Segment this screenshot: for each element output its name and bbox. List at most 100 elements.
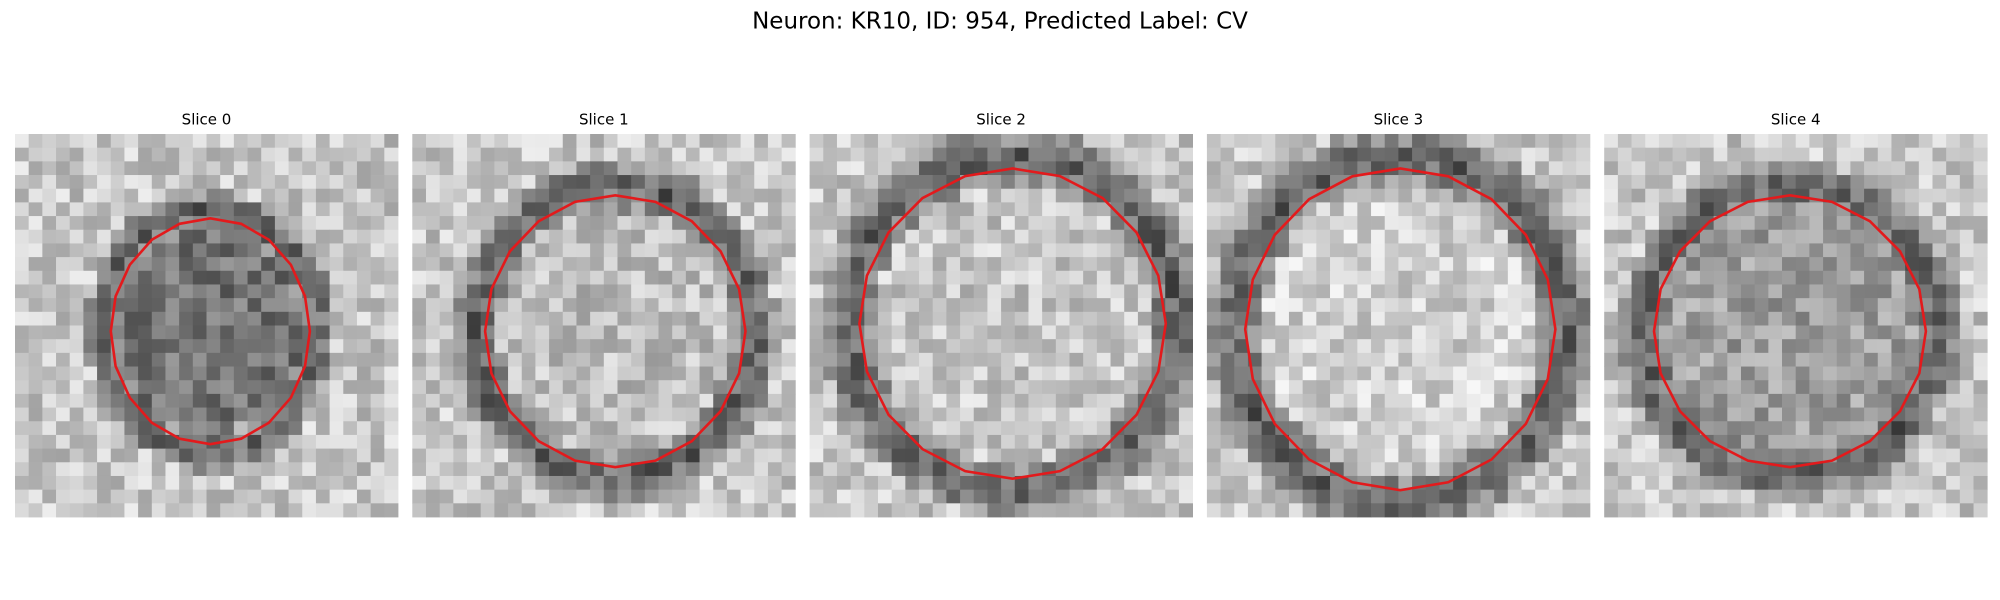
- pixel: [1946, 202, 1961, 217]
- pixel: [1165, 257, 1180, 272]
- pixel: [1521, 503, 1536, 518]
- pixel: [1617, 475, 1632, 491]
- pixel: [987, 407, 1002, 422]
- pixel: [713, 175, 728, 190]
- pixel: [1206, 339, 1221, 354]
- pixel: [1042, 380, 1057, 395]
- pixel: [1604, 243, 1619, 258]
- pixel: [165, 284, 180, 299]
- pixel: [384, 134, 399, 149]
- pixel: [1001, 503, 1016, 518]
- pixel: [356, 188, 372, 203]
- pixel: [740, 257, 755, 272]
- pixel: [685, 462, 700, 477]
- pixel: [877, 188, 893, 203]
- pixel: [1905, 352, 1920, 367]
- pixel: [425, 202, 441, 217]
- pixel: [1453, 188, 1468, 203]
- pixel: [453, 434, 468, 450]
- pixel: [1864, 434, 1879, 450]
- pixel: [453, 380, 468, 395]
- pixel: [535, 243, 550, 258]
- pixel: [644, 202, 659, 217]
- pixel: [1535, 229, 1550, 244]
- pixel: [206, 134, 221, 149]
- pixel: [1055, 475, 1070, 491]
- pixel: [1864, 257, 1879, 272]
- pixel: [1809, 229, 1824, 244]
- pixel: [1206, 229, 1221, 244]
- pixel: [329, 407, 344, 422]
- pixel: [315, 298, 331, 313]
- pixel: [1905, 475, 1920, 491]
- pixel: [1261, 434, 1276, 450]
- pixel: [1973, 188, 1988, 203]
- pixel: [1932, 229, 1947, 244]
- pixel: [1809, 421, 1824, 436]
- pixel: [165, 243, 180, 258]
- pixel: [590, 161, 605, 176]
- pixel: [919, 380, 934, 395]
- pixel: [1275, 462, 1290, 477]
- pixel: [1357, 503, 1372, 518]
- pixel: [439, 380, 454, 395]
- pixel: [1809, 216, 1824, 231]
- pixel: [343, 243, 358, 258]
- pixel: [1891, 462, 1906, 477]
- pixel: [1247, 448, 1263, 463]
- pixel: [1453, 202, 1468, 217]
- pixel: [905, 339, 920, 354]
- pixel: [15, 421, 30, 436]
- pixel: [740, 407, 755, 422]
- pixel: [740, 243, 755, 258]
- pixel: [658, 366, 673, 381]
- pixel: [1055, 284, 1070, 299]
- pixel: [370, 202, 385, 217]
- pixel: [384, 475, 399, 491]
- pixel: [1439, 462, 1454, 477]
- pixel: [672, 475, 687, 491]
- pixel: [329, 134, 344, 149]
- pixel: [1178, 311, 1193, 326]
- pixel: [1507, 311, 1522, 326]
- pixel: [1069, 339, 1084, 354]
- pixel: [973, 393, 988, 408]
- pixel: [576, 503, 591, 518]
- pixel: [1823, 489, 1838, 504]
- pixel: [1576, 243, 1591, 258]
- pixel: [494, 407, 509, 422]
- pixel: [42, 503, 57, 518]
- pixel: [919, 161, 934, 176]
- pixel: [1357, 298, 1372, 313]
- pixel: [1453, 366, 1468, 381]
- pixel: [1412, 134, 1427, 149]
- pixel: [192, 229, 207, 244]
- pixel: [1042, 147, 1057, 162]
- pixel: [15, 448, 30, 463]
- pixel: [1124, 448, 1139, 463]
- pixel: [425, 393, 441, 408]
- pixel: [1645, 147, 1660, 162]
- pixel: [1110, 147, 1125, 162]
- pixel: [192, 462, 207, 477]
- pixel: [535, 311, 550, 326]
- pixel: [1768, 393, 1783, 408]
- pixel: [1946, 270, 1961, 285]
- pixel: [535, 325, 550, 340]
- pixel: [138, 257, 153, 272]
- pixel: [1946, 284, 1961, 299]
- pixel: [617, 489, 632, 504]
- pixel: [494, 216, 509, 231]
- pixel: [439, 339, 454, 354]
- pixel: [960, 147, 975, 162]
- pixel: [1357, 216, 1372, 231]
- pixel: [960, 161, 975, 176]
- slice-panel: Slice 1: [412, 111, 796, 518]
- pixel: [946, 243, 961, 258]
- pixel: [1137, 421, 1152, 436]
- pixel: [179, 270, 194, 285]
- pixel: [905, 380, 920, 395]
- pixel: [1275, 380, 1290, 395]
- pixel: [247, 147, 262, 162]
- pixel: [713, 270, 728, 285]
